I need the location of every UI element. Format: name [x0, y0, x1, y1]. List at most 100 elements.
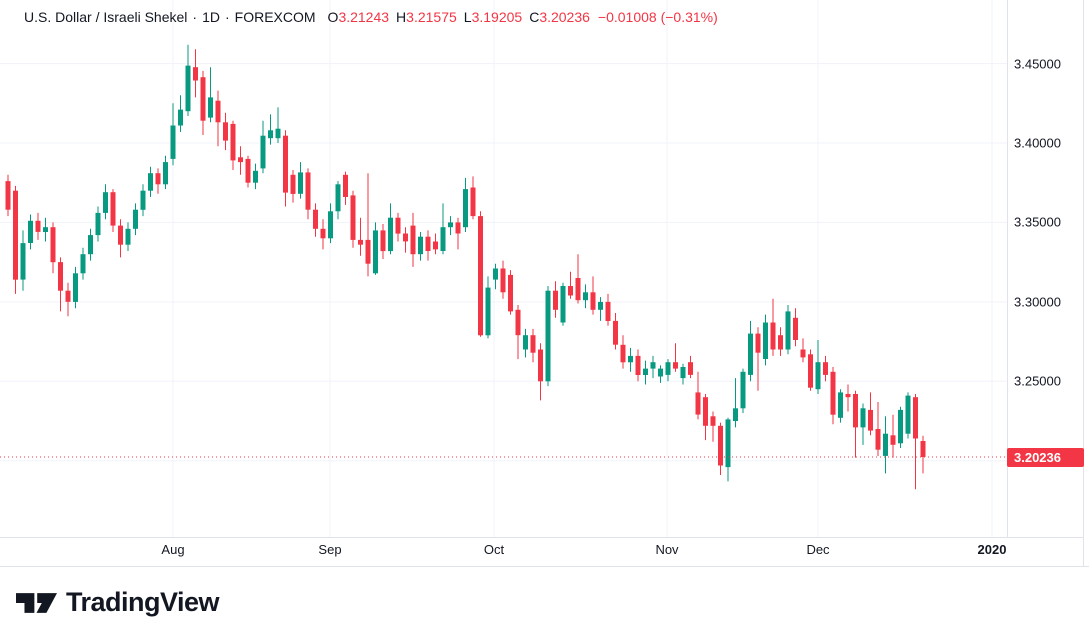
candle-body — [455, 222, 461, 234]
interval-label[interactable]: 1D — [202, 9, 220, 25]
candle-body — [275, 128, 281, 139]
candle-body — [73, 273, 78, 302]
close-value: 3.20236 — [539, 9, 590, 25]
candle-body — [448, 222, 453, 228]
candle-body — [170, 125, 176, 159]
tradingview-logo[interactable]: TradingView — [16, 587, 220, 618]
price-tick-label: 3.30000 — [1014, 294, 1061, 310]
candle-body — [88, 235, 93, 255]
time-scale-border — [0, 537, 1084, 538]
candle-body — [215, 100, 221, 123]
high-label: H — [396, 9, 407, 25]
candle-body — [763, 322, 768, 359]
candle-body — [208, 97, 213, 118]
price-scale[interactable]: 3.45000 3.40000 3.35000 3.30000 3.25000 — [1007, 0, 1084, 537]
ohlc-values: O3.21243 H3.21575 L3.19205 C3.20236 — [328, 9, 590, 25]
candle-body — [620, 344, 626, 363]
candle-body — [283, 135, 288, 193]
candle-body — [613, 320, 618, 345]
candle-body — [493, 268, 498, 280]
exchange-label[interactable]: FOREXCOM — [234, 9, 316, 25]
symbol-title[interactable]: U.S. Dollar / Israeli Shekel — [24, 9, 188, 25]
chart-canvas[interactable] — [0, 0, 1007, 537]
candle-body — [133, 209, 138, 229]
candle-body — [868, 409, 873, 431]
candle-body — [755, 333, 761, 353]
candle-body — [680, 367, 686, 379]
candle-body — [238, 157, 243, 163]
candle-body — [560, 286, 566, 323]
candle-body — [155, 173, 161, 185]
candle-body — [748, 333, 753, 375]
candle-body — [718, 425, 723, 466]
time-tick-label: 2020 — [977, 542, 1007, 557]
candle-body — [380, 230, 386, 252]
candle-body — [118, 225, 123, 245]
candle-body — [463, 189, 468, 228]
candle-body — [500, 268, 506, 293]
candle-body — [80, 254, 86, 274]
candle-body — [418, 236, 423, 255]
candle-body — [200, 77, 206, 121]
candle-body — [358, 239, 363, 245]
price-scale-border — [1007, 0, 1008, 537]
candle-body — [28, 220, 33, 243]
candle-body — [13, 190, 18, 280]
last-price-tag: 3.20236 — [1007, 447, 1084, 467]
candle-body — [643, 368, 648, 375]
candle-body — [553, 290, 558, 310]
high-value: 3.21575 — [406, 9, 457, 25]
candle-body — [388, 217, 393, 252]
candle-body — [740, 371, 746, 409]
candle-body — [163, 162, 168, 185]
candle-body — [598, 301, 603, 310]
candle-body — [890, 435, 896, 445]
symbol-legend: U.S. Dollar / Israeli Shekel · 1D · FOREXCOM… — [24, 7, 718, 27]
time-tick-label: Aug — [161, 542, 185, 557]
candle-body — [58, 262, 63, 291]
candle-body — [470, 187, 476, 217]
candle-body — [95, 212, 101, 236]
candle-body — [328, 211, 333, 239]
candle-body — [605, 301, 611, 321]
tradingview-logo-text: TradingView — [66, 587, 220, 617]
candle-body — [523, 335, 528, 350]
candle-body — [20, 243, 26, 280]
candle-body — [703, 397, 708, 426]
candle-body — [395, 217, 401, 234]
candle-body — [140, 190, 146, 210]
low-label: L — [463, 9, 472, 25]
change-value: −0.01008 (−0.31%) — [597, 9, 718, 25]
candle-body — [538, 349, 543, 382]
candle-body — [478, 216, 483, 336]
candle-body — [365, 239, 371, 264]
candle-body — [688, 362, 693, 375]
candle-body — [808, 354, 813, 388]
candle-body — [178, 109, 183, 126]
candle-body — [65, 290, 71, 302]
close-label: C — [529, 9, 540, 25]
candle-body — [650, 362, 656, 369]
candle-body — [50, 227, 56, 263]
candle-body — [260, 135, 266, 169]
candle-body — [335, 184, 341, 212]
candle-body — [313, 209, 318, 229]
candle-body — [350, 195, 356, 240]
low-value: 3.19205 — [471, 9, 523, 25]
candle-body — [125, 228, 131, 245]
candle-body — [530, 335, 536, 353]
candle-body — [800, 349, 806, 358]
candle-body — [545, 290, 551, 382]
candle-body — [883, 433, 888, 456]
time-scale[interactable]: Aug Sep Oct Nov Dec 2020 — [0, 537, 1007, 566]
candle-body — [485, 287, 491, 336]
candle-body — [898, 409, 903, 444]
candle-body — [245, 158, 251, 183]
time-tick-label: Sep — [318, 542, 342, 557]
candle-body — [110, 192, 116, 226]
candle-body — [778, 335, 783, 350]
candle-body — [230, 123, 236, 161]
tradingview-logo-icon — [16, 592, 57, 613]
candle-body — [43, 227, 48, 232]
